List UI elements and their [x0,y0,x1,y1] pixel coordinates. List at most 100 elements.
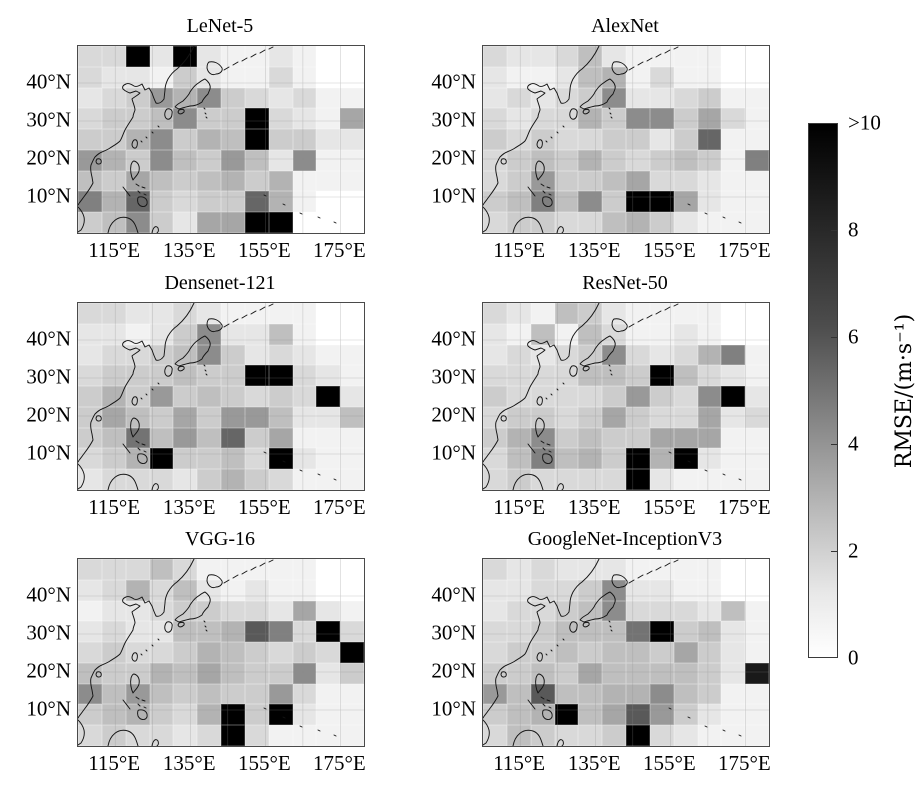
heatmap-cell [316,469,341,490]
heatmap-cell [221,108,245,130]
heatmap-cell [221,365,245,387]
heatmap-cell [316,108,341,130]
heatmap-cell [149,427,174,449]
heatmap-cell [506,704,531,726]
heatmap-cell [721,303,746,324]
heatmap-cell [197,600,221,622]
heatmap-cell [101,170,126,192]
heatmap-cell [268,579,293,601]
heatmap-cell [292,191,317,213]
heatmap-cell [316,448,341,470]
heatmap-cell [316,642,341,663]
heatmap-cell [554,212,579,233]
heatmap-cell [292,662,317,684]
heatmap-cell [316,212,341,233]
heatmap-cell [602,621,626,643]
heatmap-cell [197,66,221,88]
heatmap-cell [197,303,221,324]
heatmap-cell [554,365,579,387]
y-tick-label: 40°N [26,326,71,351]
heatmap-cell [292,704,317,726]
heatmap-cell [626,600,650,622]
heatmap-grid [483,46,769,233]
heatmap-cell [673,559,698,580]
heatmap-cell [125,323,150,345]
heatmap-cell [721,725,746,746]
heatmap-cell [578,212,603,233]
heatmap-cell [530,448,555,470]
heatmap-cell [506,191,531,213]
heatmap-cell [78,170,102,192]
heatmap-cell [506,108,531,130]
y-tick-label: 20°N [431,145,476,170]
heatmap-cell [221,170,245,192]
heatmap-panel [482,45,770,234]
heatmap-cell [244,46,269,67]
heatmap-cell [530,129,555,150]
heatmap-cell [483,66,507,88]
heatmap-cell [244,66,269,88]
heatmap-cell [697,642,722,663]
heatmap-cell [197,683,221,705]
heatmap-cell [602,46,626,67]
heatmap-cell [268,406,293,428]
heatmap-cell [78,579,102,601]
heatmap-cell [649,559,674,580]
heatmap-cell [125,600,150,622]
heatmap-cell [316,725,341,746]
y-tick-label: 30°N [26,620,71,645]
heatmap-cell [721,683,746,705]
heatmap-cell [673,66,698,88]
heatmap-cell [173,406,198,428]
heatmap-cell [149,191,174,213]
heatmap-cell [649,303,674,324]
heatmap-cell [602,66,626,88]
heatmap-cell [626,448,650,470]
heatmap-cell [721,108,746,130]
heatmap-cell [78,323,102,345]
heatmap-panel [482,302,770,491]
heatmap-cell [244,427,269,449]
colorbar-gradient [808,123,838,658]
y-tick-label: 20°N [26,658,71,683]
heatmap-cell [340,704,364,726]
heatmap-cell [149,108,174,130]
heatmap-cell [530,704,555,726]
heatmap-cell [197,87,221,109]
heatmap-cell [101,725,126,746]
heatmap-cell [506,683,531,705]
heatmap-cell [530,469,555,490]
heatmap-cell [626,212,650,233]
heatmap-cell [316,662,341,684]
heatmap-cell [649,66,674,88]
heatmap-cell [697,66,722,88]
heatmap-cell [697,386,722,407]
heatmap-cell [673,46,698,67]
heatmap-cell [125,427,150,449]
colorbar-tick-label: 4 [848,431,859,456]
heatmap-cell [244,406,269,428]
heatmap-cell [578,149,603,171]
x-tick-label: 175°E [718,238,771,262]
y-tick-label: 10°N [26,183,71,208]
heatmap-cell [506,469,531,490]
heatmap-cell [626,323,650,345]
x-tick-label: 175°E [313,495,366,519]
heatmap-cell [292,66,317,88]
y-tick-label: 20°N [431,658,476,683]
x-tick-label: 155°E [237,751,291,775]
heatmap-cell [506,344,531,366]
heatmap-cell [101,559,126,580]
heatmap-cell [125,108,150,130]
heatmap-cell [554,683,579,705]
heatmap-cell [626,559,650,580]
heatmap-cell [554,662,579,684]
heatmap-cell [268,725,293,746]
heatmap-cell [244,170,269,192]
heatmap-cell [673,87,698,109]
heatmap-cell [316,46,341,67]
heatmap-cell [626,427,650,449]
heatmap-cell [626,386,650,407]
heatmap-cell [578,170,603,192]
heatmap-grid [483,303,769,490]
